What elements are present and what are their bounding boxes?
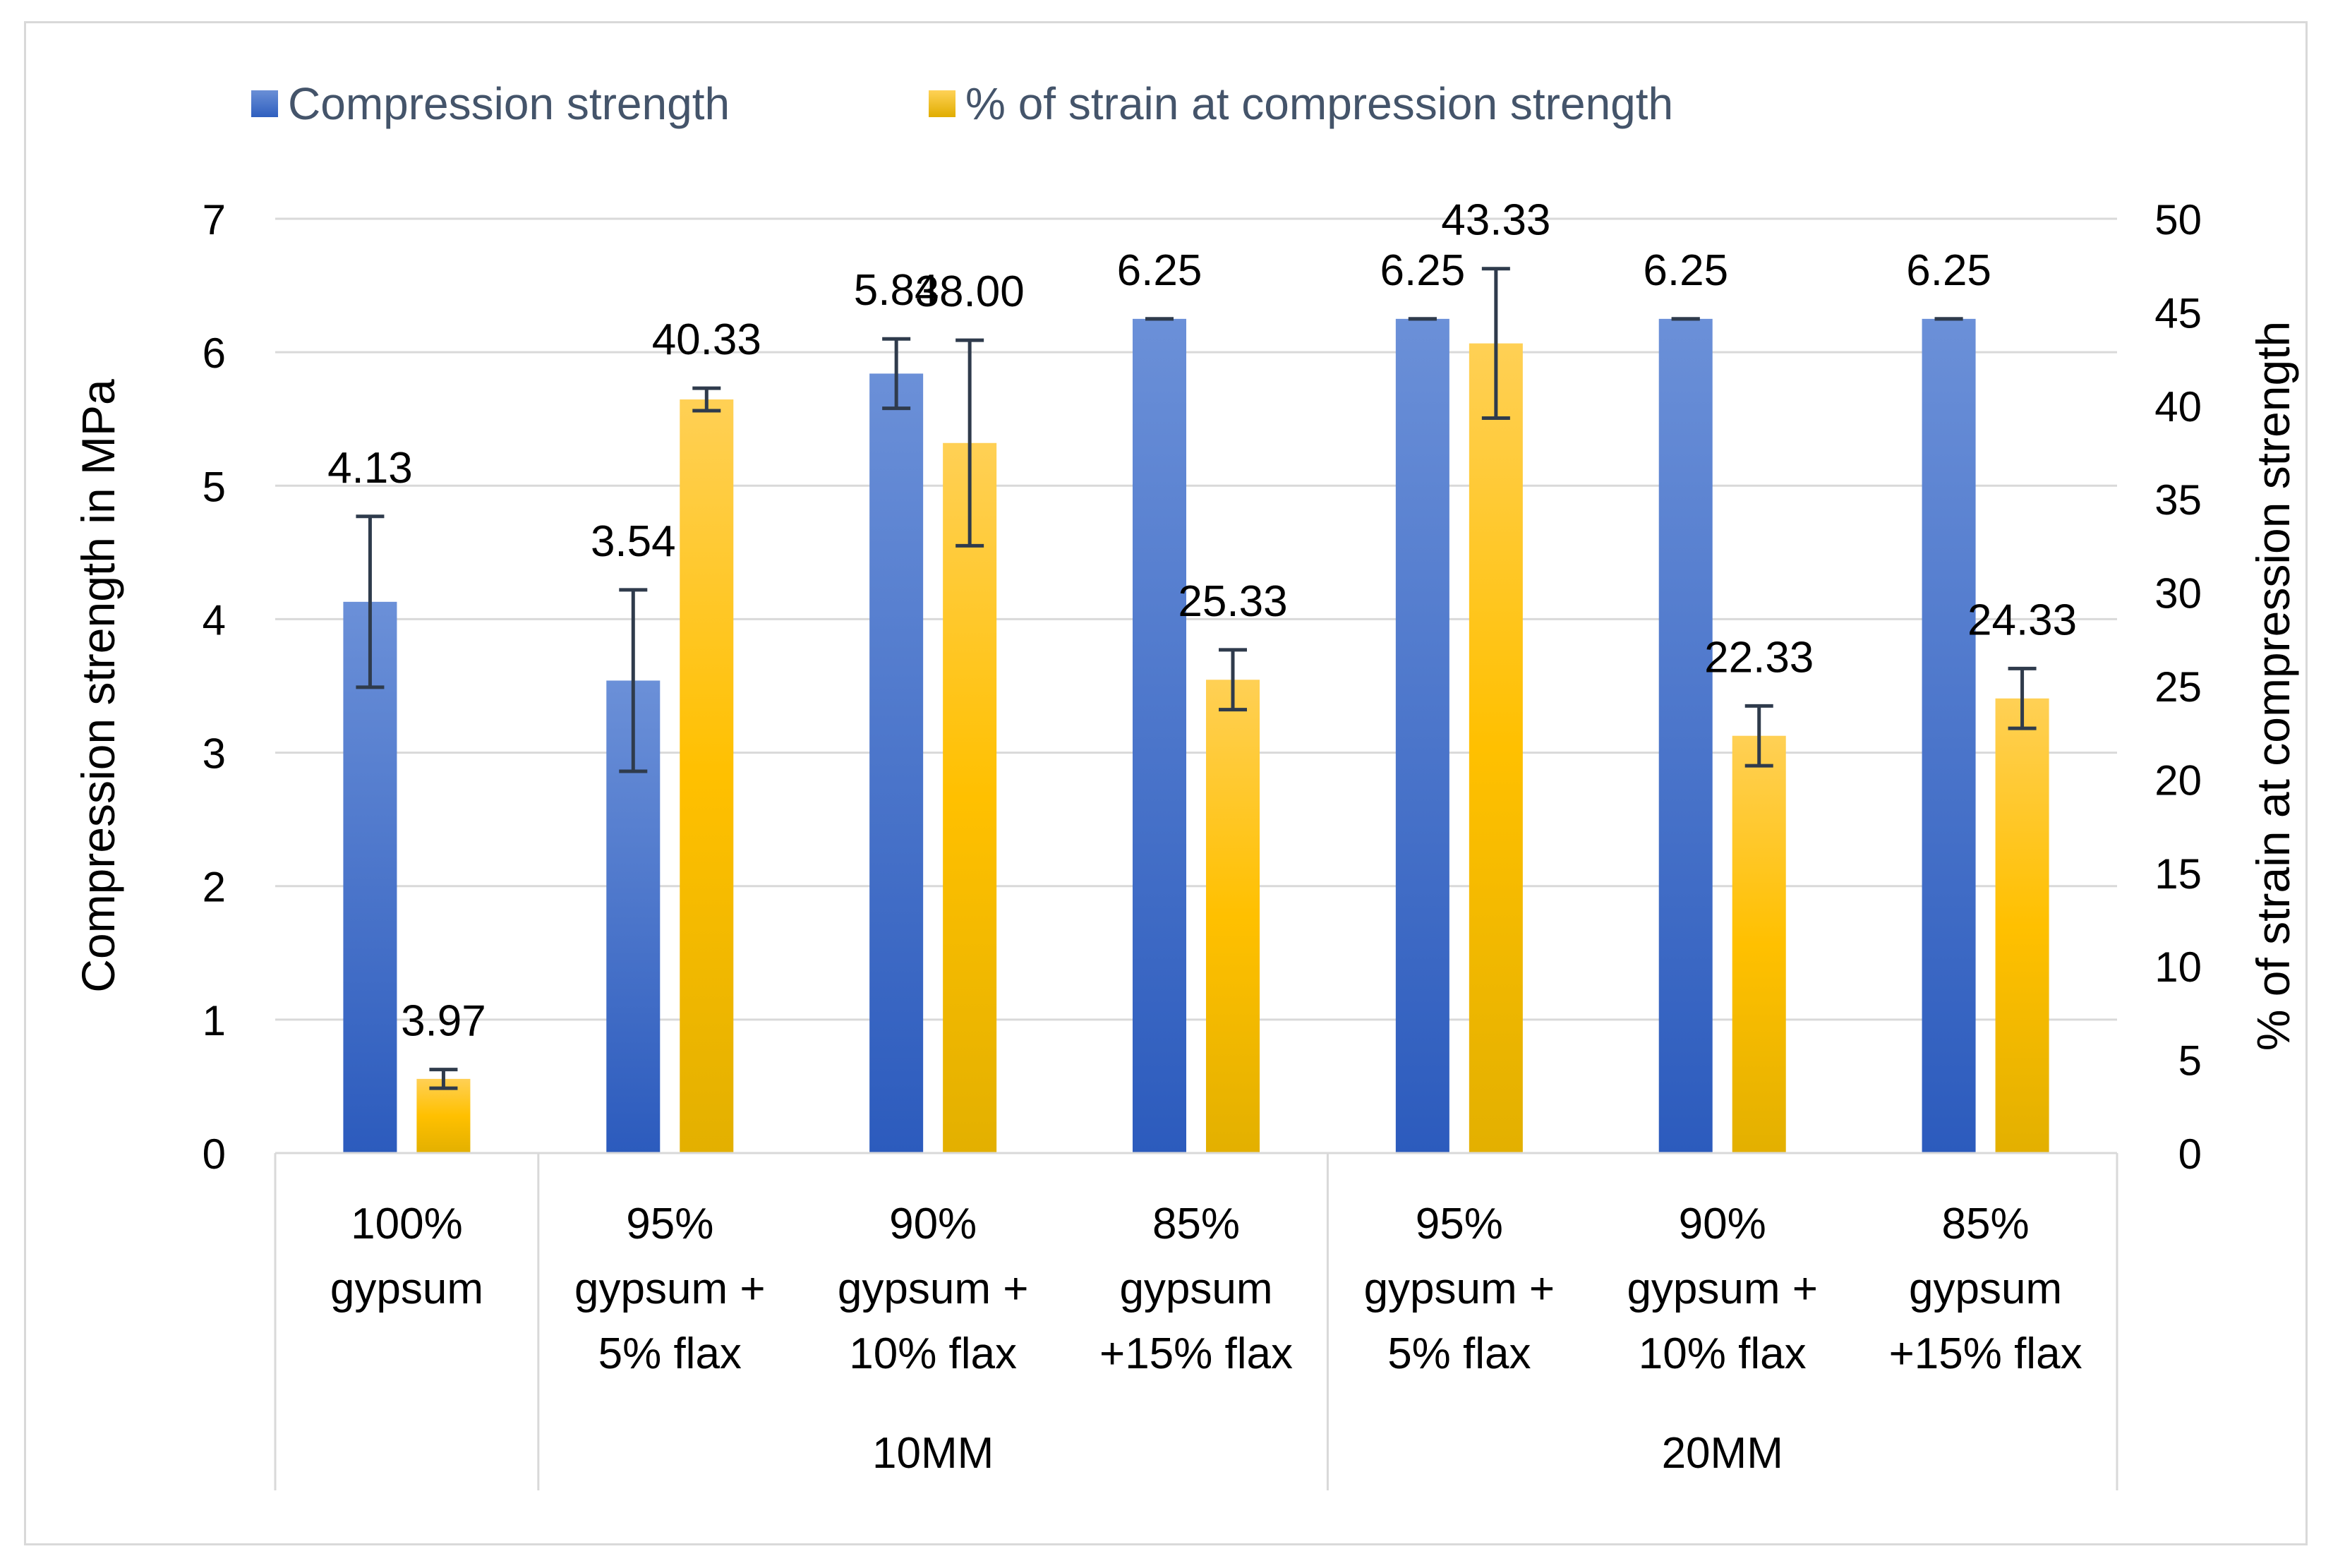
category-label: +15% flax [1099, 1329, 1293, 1378]
y-right-tick-label: 45 [2154, 289, 2202, 337]
bar-compression [1395, 318, 1449, 1153]
bar-compression [1658, 318, 1713, 1153]
y-right-axis-title: % of strain at compression strength [2247, 321, 2299, 1051]
legend-swatch-strain [929, 90, 955, 117]
y-left-tick-label: 3 [203, 730, 226, 778]
category-label: gypsum [1119, 1265, 1272, 1313]
legend-swatch-compression [251, 90, 278, 117]
y-right-tick-label: 50 [2154, 196, 2202, 243]
data-label-strain: 25.33 [1178, 577, 1287, 626]
bar-strain [1469, 343, 1523, 1154]
bar-strain [943, 442, 997, 1153]
y-left-axis-title: Compression strength in MPa [72, 379, 124, 993]
y-right-tick-label: 40 [2154, 383, 2202, 430]
category-label: 85% [1942, 1200, 2030, 1248]
category-label: 10% flax [1639, 1329, 1807, 1378]
y-left-tick-label: 2 [203, 864, 226, 911]
category-label: 90% [1679, 1200, 1766, 1248]
y-right-tick-label: 20 [2154, 756, 2202, 804]
y-right-tick-label: 10 [2154, 943, 2202, 991]
data-label-compression: 3.54 [591, 517, 676, 566]
category-label: 90% [889, 1200, 977, 1248]
data-label-compression: 6.25 [1906, 246, 1991, 295]
y-right-tick-label: 15 [2154, 850, 2202, 898]
category-label: 5% flax [598, 1329, 742, 1378]
bar-compression [1133, 318, 1186, 1153]
y-right-tick-label: 35 [2154, 476, 2202, 524]
category-label: 85% [1152, 1200, 1240, 1248]
data-label-strain: 38.00 [915, 267, 1025, 316]
legend-label-strain: % of strain at compression strength [965, 78, 1674, 129]
category-label: gypsum [1909, 1265, 2062, 1313]
data-label-compression: 6.25 [1117, 246, 1202, 295]
bar-compression [1922, 318, 1976, 1153]
data-label-compression: 6.25 [1380, 246, 1466, 295]
bar-compression [343, 601, 397, 1153]
data-label-strain: 3.97 [401, 997, 486, 1046]
category-label: +15% flax [1889, 1329, 2082, 1378]
legend-item-compression: Compression strength [251, 78, 730, 130]
y-left-tick-label: 4 [203, 596, 226, 644]
y-left-tick-label: 0 [203, 1130, 226, 1178]
category-label: gypsum [330, 1265, 483, 1313]
category-label: 10% flax [849, 1329, 1017, 1378]
category-label: 5% flax [1387, 1329, 1531, 1378]
y-left-tick-label: 5 [203, 463, 226, 510]
group-label: 10MM [872, 1429, 994, 1478]
bar-compression [869, 373, 924, 1153]
y-right-tick-label: 0 [2178, 1130, 2202, 1178]
data-label-strain: 24.33 [1967, 596, 2077, 644]
legend-item-strain: % of strain at compression strength [929, 78, 1673, 130]
category-label: gypsum + [1364, 1265, 1555, 1313]
category-label: 95% [1416, 1200, 1503, 1248]
data-label-strain: 40.33 [652, 315, 761, 364]
bar-strain [1206, 680, 1260, 1153]
y-left-tick-label: 1 [203, 997, 226, 1044]
data-label-strain: 43.33 [1441, 196, 1550, 245]
data-label-strain: 22.33 [1704, 633, 1814, 682]
data-label-compression: 6.25 [1643, 246, 1728, 295]
category-label: gypsum + [574, 1265, 766, 1313]
bar-strain [1732, 735, 1786, 1153]
category-label: gypsum + [1627, 1265, 1818, 1313]
bar-strain [416, 1078, 471, 1153]
data-label-compression: 5.84 [854, 266, 939, 315]
group-label: 20MM [1662, 1429, 1783, 1478]
legend-label-compression: Compression strength [288, 78, 730, 129]
y-right-tick-label: 5 [2178, 1037, 2202, 1085]
y-right-tick-label: 30 [2154, 570, 2202, 617]
data-label-compression: 4.13 [327, 444, 413, 493]
bar-strain [1995, 698, 2049, 1153]
category-label: 100% [351, 1200, 463, 1248]
y-right-tick-label: 25 [2154, 663, 2202, 711]
category-label: 95% [626, 1200, 713, 1248]
y-left-tick-label: 7 [203, 196, 226, 243]
category-label: gypsum + [838, 1265, 1029, 1313]
bar-strain [680, 399, 734, 1154]
y-left-tick-label: 6 [203, 330, 226, 377]
